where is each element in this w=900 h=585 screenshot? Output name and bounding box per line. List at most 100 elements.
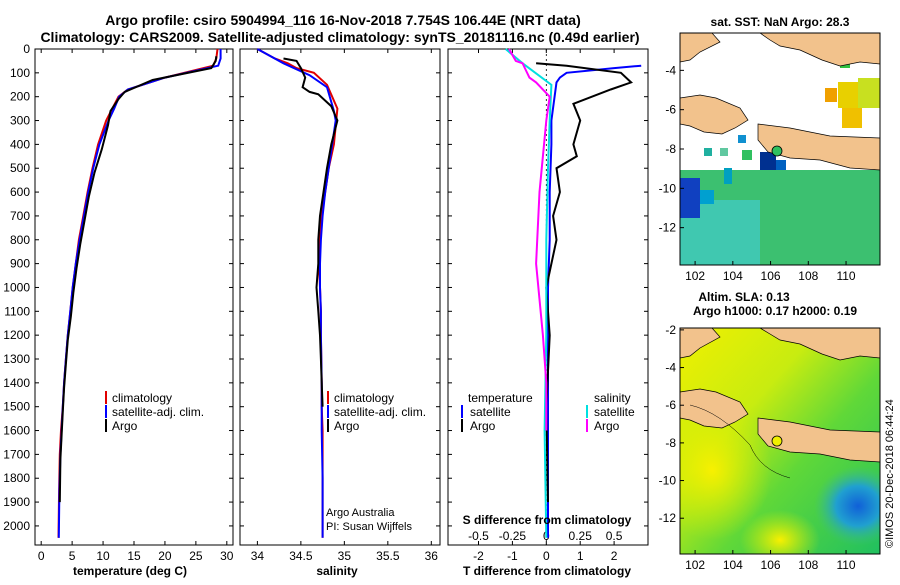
map-y-tick-label: -2 [665,323,676,337]
sla-map-title: Altim. SLA: 0.13 [698,290,790,304]
series-line-satellite-adj-clim- [57,49,222,538]
sla-land-borneo [759,328,880,361]
sst-pixel [825,88,837,102]
sla-map: Altim. SLA: 0.13 Argo h1000: 0.17 h2000:… [659,290,881,572]
depth-tick-label: 100 [10,66,30,80]
sst-land-sumatra-south [680,94,749,135]
map-x-tick-label: 106 [761,558,781,572]
map-x-tick-label: 110 [836,269,855,283]
sst-pixel [742,150,752,160]
temperature-x-axis: 0 5 10 15 20 25 30 [38,49,234,563]
x-tick-label: 10 [96,549,110,563]
legend-label: satellite [594,405,635,419]
map-y-tick-label: -8 [665,142,676,156]
difference-panel-frame [447,48,649,546]
sla-high-west [680,400,772,540]
sst-map-axes: 102 104 106 108 110 -4 -6 -8 -10 -12 [659,63,856,283]
salinity-panel-frame [239,48,441,546]
sst-pixel [724,168,732,184]
salinity-series [256,48,339,538]
legend-label: climatology [112,391,172,405]
x-tick-label: 1 [577,549,584,563]
sst-map-title: sat. SST: NaN Argo: 28.3 [711,15,850,29]
sst-pixel [738,135,746,143]
sla-land-sumatra-north [680,328,721,359]
series-line-argo [283,57,339,407]
map-y-tick-label: -10 [659,474,677,488]
legend-label: Argo [112,419,138,433]
sla-land-java [757,417,880,463]
salinity-xlabel: salinity [316,564,358,578]
sst-land-sumatra-north [680,33,721,63]
x-tick-label: 0 [38,549,45,563]
profile-panels [34,48,649,546]
sst-cold-patch [680,178,700,218]
depth-axis: 0 100 200 300 400 500 600 700 800 900 1000 1100 1200… [3,42,648,533]
sla-map-subtitle: Argo h1000: 0.17 h2000: 0.19 [693,304,857,318]
depth-tick-label: 600 [10,185,30,199]
x-tick-label: -2 [473,549,484,563]
map-y-tick-label: -4 [665,63,676,77]
map-y-tick-label: -12 [659,221,677,235]
depth-tick-label: 500 [10,161,30,175]
credit-argo-australia: Argo Australia [326,507,395,519]
depth-tick-label: 1500 [3,400,30,414]
x-tick-label: 35 [338,549,352,563]
legend-heading-temperature: temperature [468,391,533,405]
sst-pixel [776,160,786,170]
series-line-argo [58,56,218,503]
map-x-tick-label: 108 [798,269,818,283]
series-line-satellite-adj-clim- [256,48,337,538]
map-x-tick-label: 108 [798,558,818,572]
depth-tick-label: 0 [23,42,30,56]
map-y-tick-label: -6 [665,103,676,117]
sst-land-java [757,123,880,171]
map-y-tick-label: -10 [659,181,677,195]
x-tick-label: 5 [69,549,76,563]
legend-label: Argo [470,419,496,433]
temperature-xlabel: temperature (deg C) [73,564,187,578]
sla-low-eddy [814,466,880,546]
sst-land-borneo [759,33,880,67]
legend-label: satellite-adj. clim. [112,405,204,419]
sst-pixel [858,78,880,108]
depth-tick-label: 1000 [3,280,30,294]
sst-pixel [842,108,862,128]
legend-label: Argo [594,419,620,433]
map-x-tick-label: 104 [723,558,743,572]
temperature-panel-frame [34,48,234,546]
sst-map: sat. SST: NaN Argo: 28.3 [659,15,881,283]
sst-pixel [760,152,776,170]
x-tick-label: 34 [251,549,265,563]
imos-credit: ©IMOS 20-Dec-2018 06:44:24 [884,399,896,548]
depth-tick-label: 1300 [3,352,30,366]
map-x-tick-label: 110 [836,558,855,572]
difference-legend: temperature satellite Argo salinity sate… [461,391,635,433]
sla-land-sumatra-south [680,388,749,429]
x-tick-label: 15 [127,549,141,563]
map-x-tick-label: 104 [723,269,743,283]
difference-xlabel: T difference from climatology [463,564,631,578]
depth-tick-label: 1700 [3,447,30,461]
x-tick-label: 25 [189,549,203,563]
map-y-tick-label: -8 [665,436,676,450]
sst-pixel [838,82,858,108]
sla-map-axes: 102 104 106 108 110 -2 -4 -6 -8 -10 -12 [659,323,856,572]
sst-pixel [720,148,728,156]
x-tick-label: 2 [611,549,618,563]
depth-tick-label: 300 [10,114,30,128]
x-tick-label: 34.5 [289,549,313,563]
salinity-legend: climatology satellite-adj. clim. Argo Ar… [326,391,426,533]
x-tick-label: 30 [220,549,234,563]
legend-label: Argo [334,419,360,433]
x-tick-label: 20 [158,549,172,563]
x-tick-label: 36 [425,549,439,563]
credit-pi: PI: Susan Wijffels [326,521,412,533]
depth-tick-label: 1800 [3,471,30,485]
temperature-legend: climatology satellite-adj. clim. Argo [105,391,204,433]
figure-title-line2: Climatology: CARS2009. Satellite-adjuste… [40,29,639,45]
legend-label: satellite [470,405,511,419]
x-tick-label: -1 [507,549,518,563]
sla-depth-contour [689,404,791,479]
